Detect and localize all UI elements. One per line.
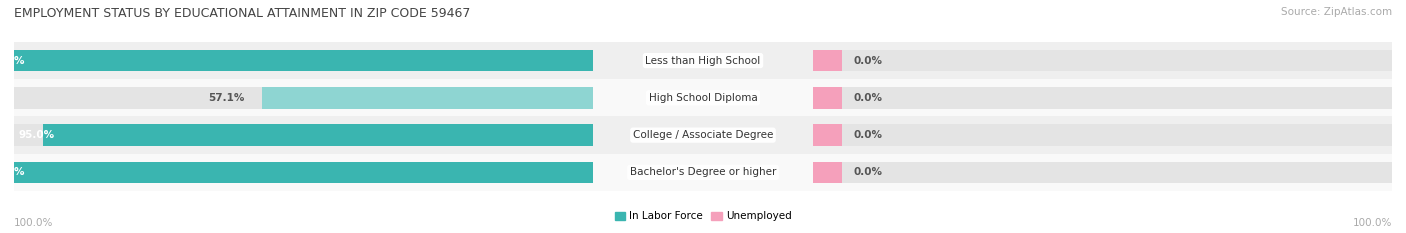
Bar: [813, 50, 1392, 71]
Bar: [813, 116, 1392, 154]
Text: EMPLOYMENT STATUS BY EDUCATIONAL ATTAINMENT IN ZIP CODE 59467: EMPLOYMENT STATUS BY EDUCATIONAL ATTAINM…: [14, 7, 471, 20]
Bar: [813, 42, 1392, 79]
Bar: [14, 162, 593, 183]
Bar: [813, 154, 1392, 191]
Text: 95.0%: 95.0%: [18, 130, 55, 140]
Bar: [813, 124, 842, 146]
Bar: [14, 42, 593, 79]
Text: 100.0%: 100.0%: [0, 168, 25, 177]
Bar: [593, 42, 813, 79]
Text: High School Diploma: High School Diploma: [648, 93, 758, 103]
Text: 0.0%: 0.0%: [853, 56, 883, 65]
Bar: [14, 50, 593, 71]
Text: 57.1%: 57.1%: [208, 93, 245, 103]
Bar: [813, 162, 1392, 183]
Bar: [813, 87, 1392, 109]
Bar: [14, 79, 593, 116]
Bar: [14, 50, 593, 71]
Text: 0.0%: 0.0%: [853, 130, 883, 140]
Text: 100.0%: 100.0%: [1353, 218, 1392, 228]
Text: 0.0%: 0.0%: [853, 168, 883, 177]
Bar: [14, 87, 593, 109]
Bar: [14, 116, 593, 154]
Bar: [263, 87, 593, 109]
Bar: [593, 116, 813, 154]
Bar: [813, 50, 842, 71]
Bar: [813, 79, 1392, 116]
Text: 0.0%: 0.0%: [853, 93, 883, 103]
Bar: [813, 162, 842, 183]
Bar: [14, 162, 593, 183]
Text: Source: ZipAtlas.com: Source: ZipAtlas.com: [1281, 7, 1392, 17]
Bar: [593, 154, 813, 191]
Text: 100.0%: 100.0%: [14, 218, 53, 228]
Bar: [14, 124, 593, 146]
Bar: [593, 79, 813, 116]
Legend: In Labor Force, Unemployed: In Labor Force, Unemployed: [610, 207, 796, 226]
Bar: [813, 87, 842, 109]
Bar: [44, 124, 593, 146]
Text: Bachelor's Degree or higher: Bachelor's Degree or higher: [630, 168, 776, 177]
Text: College / Associate Degree: College / Associate Degree: [633, 130, 773, 140]
Text: 100.0%: 100.0%: [0, 56, 25, 65]
Bar: [14, 154, 593, 191]
Bar: [813, 124, 1392, 146]
Text: Less than High School: Less than High School: [645, 56, 761, 65]
